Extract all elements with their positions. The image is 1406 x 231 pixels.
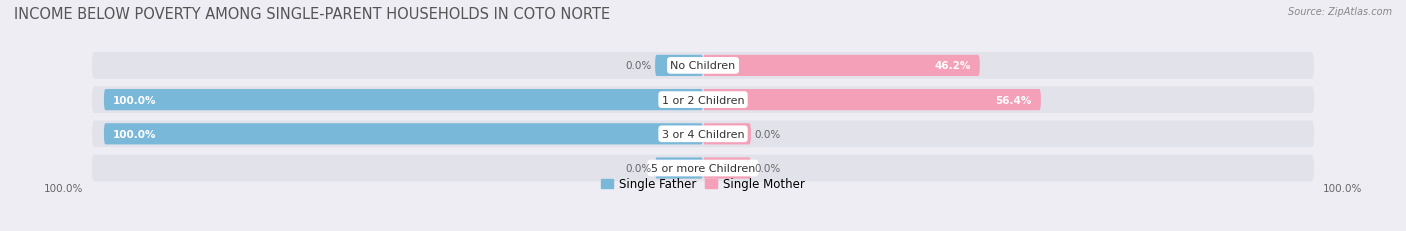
Text: INCOME BELOW POVERTY AMONG SINGLE-PARENT HOUSEHOLDS IN COTO NORTE: INCOME BELOW POVERTY AMONG SINGLE-PARENT…	[14, 7, 610, 22]
FancyBboxPatch shape	[91, 155, 1315, 182]
FancyBboxPatch shape	[91, 87, 1315, 113]
Text: 0.0%: 0.0%	[754, 129, 780, 139]
FancyBboxPatch shape	[703, 90, 1040, 111]
Text: 0.0%: 0.0%	[626, 163, 652, 173]
FancyBboxPatch shape	[655, 55, 703, 77]
Text: No Children: No Children	[671, 61, 735, 71]
FancyBboxPatch shape	[104, 90, 703, 111]
FancyBboxPatch shape	[91, 121, 1315, 148]
Text: 5 or more Children: 5 or more Children	[651, 163, 755, 173]
FancyBboxPatch shape	[703, 55, 980, 77]
Legend: Single Father, Single Mother: Single Father, Single Mother	[596, 173, 810, 195]
Text: 3 or 4 Children: 3 or 4 Children	[662, 129, 744, 139]
Text: 56.4%: 56.4%	[995, 95, 1032, 105]
FancyBboxPatch shape	[104, 124, 703, 145]
FancyBboxPatch shape	[703, 158, 751, 179]
Text: 0.0%: 0.0%	[754, 163, 780, 173]
Text: 100.0%: 100.0%	[1323, 183, 1362, 193]
Text: Source: ZipAtlas.com: Source: ZipAtlas.com	[1288, 7, 1392, 17]
Text: 100.0%: 100.0%	[112, 129, 156, 139]
Text: 0.0%: 0.0%	[626, 61, 652, 71]
Text: 1 or 2 Children: 1 or 2 Children	[662, 95, 744, 105]
Text: 100.0%: 100.0%	[112, 95, 156, 105]
FancyBboxPatch shape	[655, 158, 703, 179]
Text: 46.2%: 46.2%	[935, 61, 970, 71]
FancyBboxPatch shape	[91, 53, 1315, 79]
FancyBboxPatch shape	[703, 124, 751, 145]
Text: 100.0%: 100.0%	[44, 183, 83, 193]
